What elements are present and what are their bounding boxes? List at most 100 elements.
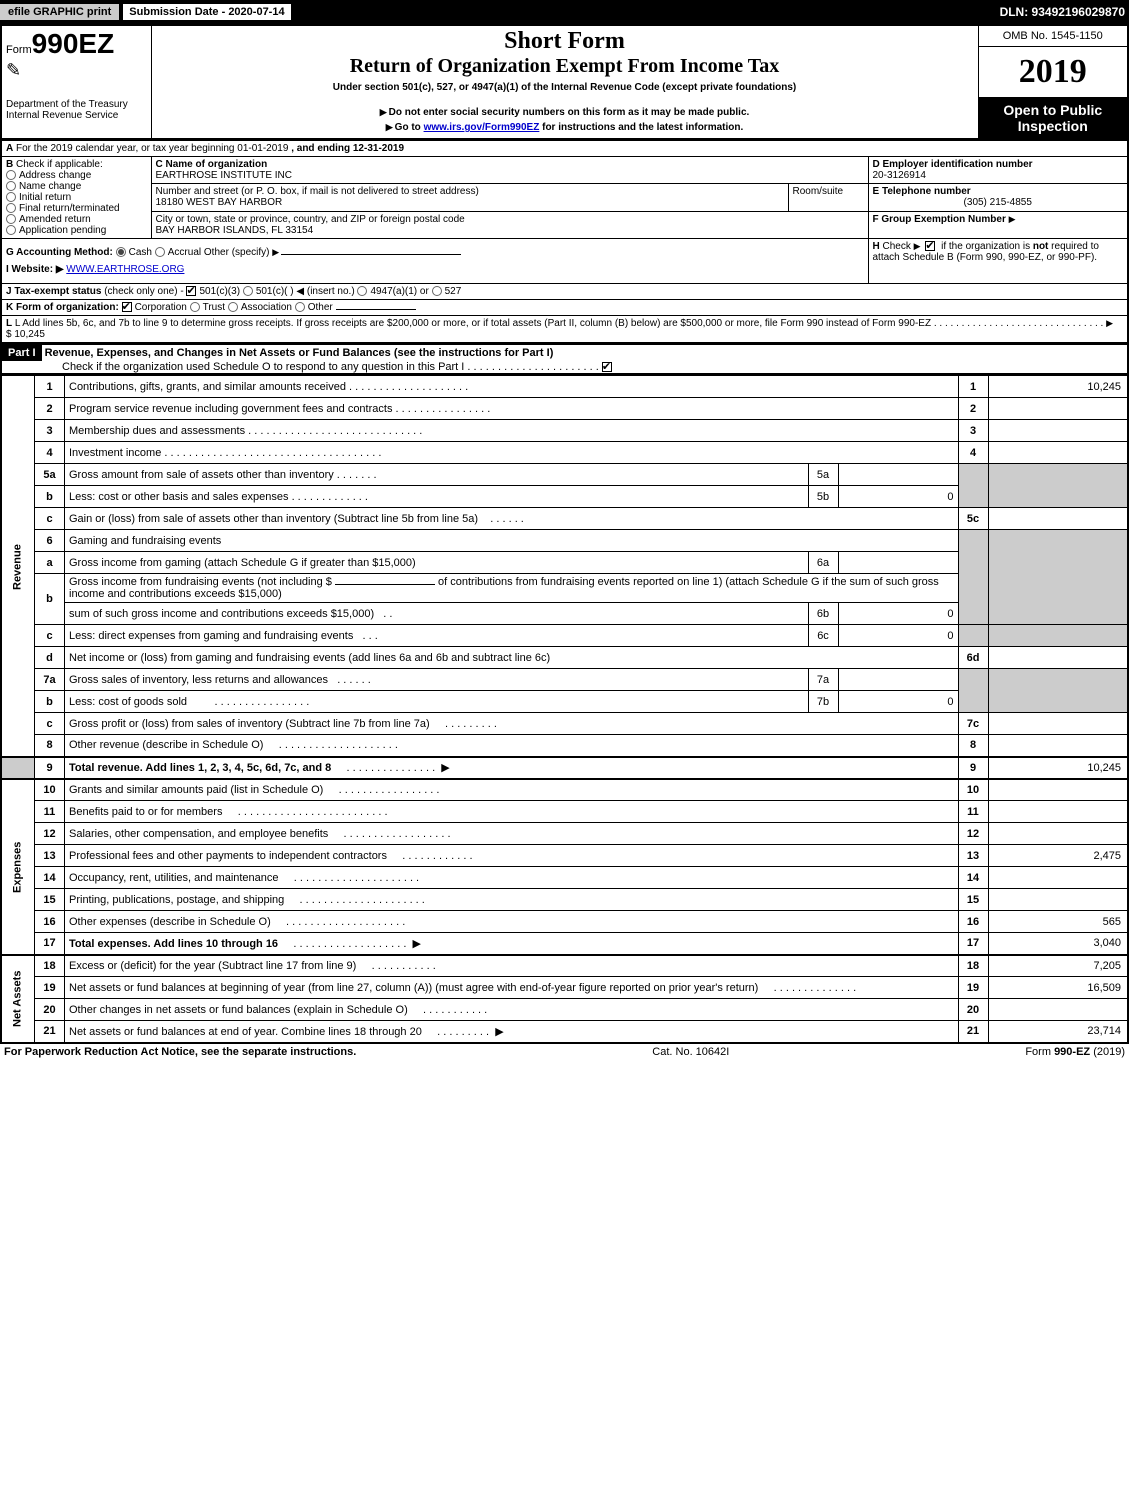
line-num: 1	[35, 376, 65, 398]
line-text: Gaming and fundraising events	[65, 530, 959, 552]
line-amt	[988, 823, 1128, 845]
b-opt-2[interactable]: Initial return	[19, 192, 71, 203]
sub-amt: 0	[838, 625, 958, 647]
line-text: Contributions, gifts, grants, and simila…	[69, 381, 346, 393]
line-rn: 19	[958, 977, 988, 999]
line-a-text2: , and ending 12-31-2019	[291, 143, 404, 154]
line-rn: 17	[958, 933, 988, 955]
part1-label: Part I	[2, 345, 42, 361]
dln-number: DLN: 93492196029870	[1000, 5, 1129, 19]
line-text: Gross profit or (loss) from sales of inv…	[69, 718, 430, 730]
part1-header: Part I Revenue, Expenses, and Changes in…	[0, 344, 1129, 375]
line-num: 2	[35, 398, 65, 420]
website-link[interactable]: WWW.EARTHROSE.ORG	[66, 264, 184, 275]
page-footer: For Paperwork Reduction Act Notice, see …	[0, 1044, 1129, 1060]
line-text: Gross income from fundraising events (no…	[69, 576, 332, 588]
efile-print-button[interactable]: efile GRAPHIC print	[0, 4, 119, 20]
b-label: Check if applicable:	[16, 159, 103, 170]
line-num: 18	[35, 955, 65, 977]
line-text: Net income or (loss) from gaming and fun…	[65, 647, 959, 669]
line-num: 17	[35, 933, 65, 955]
line-text: Membership dues and assessments	[69, 425, 245, 437]
line-a-text1: For the 2019 calendar year, or tax year …	[16, 143, 288, 154]
form-number: 990EZ	[32, 28, 115, 59]
line-text: Gross income from gaming (attach Schedul…	[65, 552, 809, 574]
k-corp-checkbox[interactable]	[122, 302, 132, 312]
room-suite-label: Room/suite	[788, 184, 868, 211]
h-not: not	[1033, 241, 1049, 252]
line-text: Net assets or fund balances at end of ye…	[69, 1026, 422, 1038]
line-amt: 2,475	[988, 845, 1128, 867]
part1-check-text: Check if the organization used Schedule …	[2, 361, 464, 373]
k-opt-3: Other	[308, 302, 333, 313]
line-num: 4	[35, 442, 65, 464]
g-cash[interactable]: Cash	[129, 247, 152, 258]
k-opt-2: Association	[241, 302, 292, 313]
sub-amt	[838, 552, 958, 574]
line-text: Investment income	[69, 447, 161, 459]
line-rn: 15	[958, 889, 988, 911]
j-opt4: 527	[445, 286, 462, 297]
g-accrual[interactable]: Accrual	[168, 247, 201, 258]
j-opt3: 4947(a)(1) or	[370, 286, 428, 297]
line-text: Total revenue. Add lines 1, 2, 3, 4, 5c,…	[69, 762, 331, 774]
line-amt: 10,245	[988, 757, 1128, 779]
b-opt-5[interactable]: Application pending	[19, 225, 106, 236]
tax-year: 2019	[979, 47, 1128, 98]
line-rn: 21	[958, 1021, 988, 1043]
line-num: 19	[35, 977, 65, 999]
line-num: d	[35, 647, 65, 669]
footer-center: Cat. No. 10642I	[652, 1046, 729, 1058]
netassets-section-label: Net Assets	[1, 955, 35, 1043]
line-num: b	[35, 574, 65, 625]
omb-number: OMB No. 1545-1150	[979, 26, 1128, 47]
line-rn: 1	[958, 376, 988, 398]
note-ssn: Do not enter social security numbers on …	[389, 107, 750, 118]
footer-right: Form 990-EZ (2019)	[1025, 1046, 1125, 1058]
b-opt-1[interactable]: Name change	[19, 181, 81, 192]
line-amt	[988, 889, 1128, 911]
part1-title: Revenue, Expenses, and Changes in Net As…	[45, 347, 554, 359]
j-501c3-checkbox[interactable]	[186, 286, 196, 296]
city-value: BAY HARBOR ISLANDS, FL 33154	[156, 225, 314, 236]
subtitle: Under section 501(c), 527, or 4947(a)(1)…	[156, 82, 974, 93]
phone-value: (305) 215-4855	[873, 197, 1124, 208]
part1-schedule-o-checkbox[interactable]	[602, 362, 612, 372]
line-rn: 12	[958, 823, 988, 845]
line-amt	[988, 867, 1128, 889]
line-text: Less: cost or other basis and sales expe…	[69, 491, 289, 503]
ein-value: 20-3126914	[873, 170, 926, 181]
j-opt2: 501(c)( )	[256, 286, 294, 297]
h-checkbox[interactable]	[925, 241, 935, 251]
line-amt	[988, 735, 1128, 757]
sub-num: 7a	[808, 669, 838, 691]
f-label: F Group Exemption Number	[873, 214, 1006, 225]
j-opt1: 501(c)(3)	[199, 286, 240, 297]
line-text: Other changes in net assets or fund bala…	[69, 1004, 408, 1016]
line-rn: 7c	[958, 713, 988, 735]
line-text: Printing, publications, postage, and shi…	[69, 894, 284, 906]
line-amt	[988, 442, 1128, 464]
line-num: a	[35, 552, 65, 574]
line-amt: 10,245	[988, 376, 1128, 398]
line-amt	[988, 420, 1128, 442]
h-text1: if the organization is	[941, 241, 1033, 252]
line-num: 7a	[35, 669, 65, 691]
addr-value: 18180 WEST BAY HARBOR	[156, 197, 283, 208]
line-text: Less: direct expenses from gaming and fu…	[69, 630, 353, 642]
line-amt	[988, 801, 1128, 823]
line-num: 8	[35, 735, 65, 757]
line-rn: 6d	[958, 647, 988, 669]
org-name: EARTHROSE INSTITUTE INC	[156, 170, 293, 181]
line-amt: 23,714	[988, 1021, 1128, 1043]
line-amt	[988, 647, 1128, 669]
city-label: City or town, state or province, country…	[156, 214, 465, 225]
b-opt-4[interactable]: Amended return	[19, 214, 91, 225]
line-num: b	[35, 486, 65, 508]
submission-date: Submission Date - 2020-07-14	[123, 4, 290, 20]
b-opt-0[interactable]: Address change	[19, 170, 91, 181]
line-text: Gross amount from sale of assets other t…	[69, 469, 334, 481]
line-text: Professional fees and other payments to …	[69, 850, 387, 862]
irs-link[interactable]: www.irs.gov/Form990EZ	[424, 122, 540, 133]
b-opt-3[interactable]: Final return/terminated	[19, 203, 120, 214]
